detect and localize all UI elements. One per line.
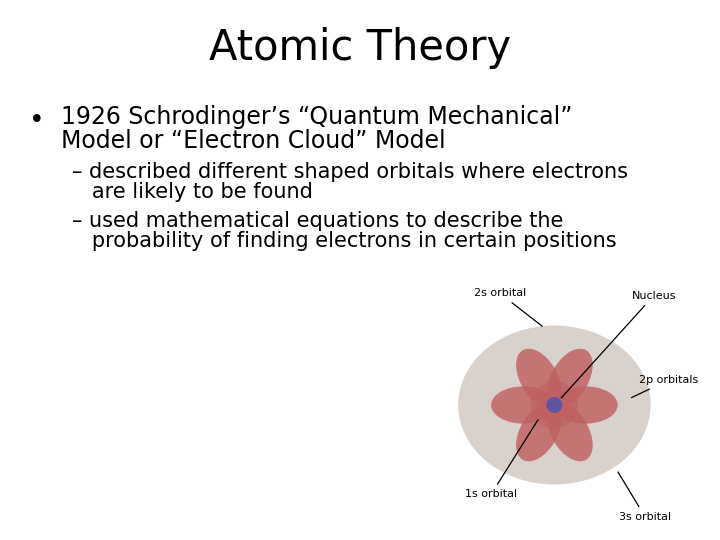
Text: 2s orbital: 2s orbital bbox=[474, 288, 542, 326]
Ellipse shape bbox=[546, 397, 562, 413]
Text: 1s orbital: 1s orbital bbox=[465, 420, 538, 500]
Ellipse shape bbox=[491, 387, 556, 423]
Text: 2p orbitals: 2p orbitals bbox=[631, 375, 698, 397]
Text: – used mathematical equations to describe the: – used mathematical equations to describ… bbox=[72, 211, 563, 231]
Text: 3s orbital: 3s orbital bbox=[618, 472, 671, 522]
Ellipse shape bbox=[516, 402, 562, 461]
Text: are likely to be found: are likely to be found bbox=[72, 182, 313, 202]
Text: probability of finding electrons in certain positions: probability of finding electrons in cert… bbox=[72, 231, 616, 251]
Ellipse shape bbox=[458, 326, 651, 484]
Ellipse shape bbox=[531, 381, 578, 429]
Text: 1926 Schrodinger’s “Quantum Mechanical”: 1926 Schrodinger’s “Quantum Mechanical” bbox=[61, 105, 572, 129]
Ellipse shape bbox=[516, 349, 562, 408]
Ellipse shape bbox=[553, 387, 618, 423]
Text: – described different shaped orbitals where electrons: – described different shaped orbitals wh… bbox=[72, 162, 628, 182]
Text: •: • bbox=[29, 108, 45, 134]
Text: Atomic Theory: Atomic Theory bbox=[209, 27, 511, 69]
Ellipse shape bbox=[547, 402, 593, 461]
Text: Nucleus: Nucleus bbox=[561, 291, 676, 398]
Text: Model or “Electron Cloud” Model: Model or “Electron Cloud” Model bbox=[61, 129, 446, 152]
Ellipse shape bbox=[547, 349, 593, 408]
